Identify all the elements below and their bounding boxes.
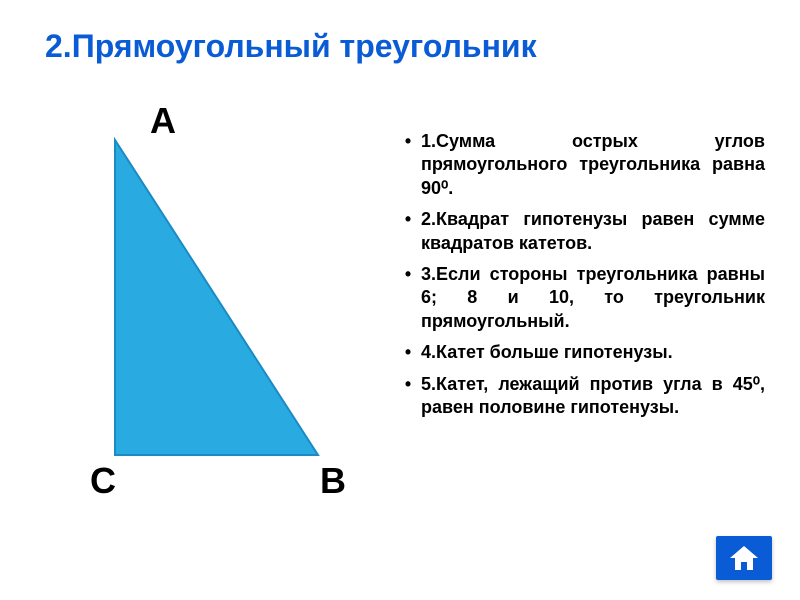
list-item: •1.Сумма острых углов прямоугольного тре… — [395, 130, 765, 200]
list-item-text: 4.Катет больше гипотенузы. — [421, 341, 765, 364]
home-icon — [727, 544, 761, 572]
bullet-icon: • — [395, 341, 421, 364]
triangle-svg — [40, 100, 380, 520]
bullet-icon: • — [395, 208, 421, 255]
vertex-a-label: А — [150, 100, 176, 142]
list-item-text: 2.Квадрат гипотенузы равен сумме квадрат… — [421, 208, 765, 255]
bullet-icon: • — [395, 130, 421, 200]
list-item-text: 5.Катет, лежащий против угла в 45⁰, раве… — [421, 373, 765, 420]
list-item: •2.Квадрат гипотенузы равен сумме квадра… — [395, 208, 765, 255]
properties-list: •1.Сумма острых углов прямоугольного тре… — [395, 130, 765, 427]
home-button[interactable] — [716, 536, 772, 580]
list-item: •5.Катет, лежащий против угла в 45⁰, рав… — [395, 373, 765, 420]
list-item: •3.Если стороны треугольника равны 6; 8 … — [395, 263, 765, 333]
list-item-text: 3.Если стороны треугольника равны 6; 8 и… — [421, 263, 765, 333]
list-item: •4.Катет больше гипотенузы. — [395, 341, 765, 364]
list-item-text: 1.Сумма острых углов прямоугольного треу… — [421, 130, 765, 200]
bullet-icon: • — [395, 373, 421, 420]
vertex-c-label: С — [90, 460, 116, 502]
triangle-poly — [115, 140, 318, 455]
triangle-figure: А С В — [40, 100, 380, 520]
page-title: 2.Прямоугольный треугольник — [45, 28, 760, 65]
bullet-icon: • — [395, 263, 421, 333]
vertex-b-label: В — [320, 460, 346, 502]
